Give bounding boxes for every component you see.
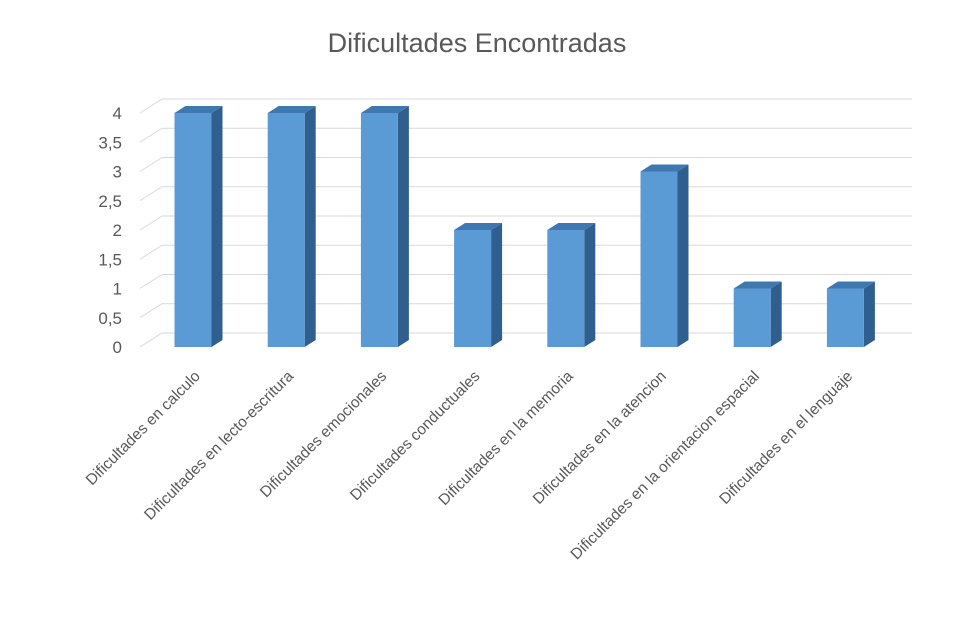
bar	[733, 281, 782, 347]
bar	[826, 281, 875, 347]
bar-side	[770, 281, 782, 347]
bar-top	[360, 106, 409, 113]
gridline	[139, 332, 912, 348]
bar-front	[267, 113, 305, 347]
bar-side	[677, 164, 689, 347]
bar-top	[267, 106, 316, 113]
y-tick-label: 1,5	[98, 250, 122, 269]
gridline	[139, 215, 912, 231]
y-tick-label: 1	[113, 280, 122, 299]
bar-top	[640, 164, 689, 172]
bar	[174, 106, 223, 347]
y-tick-label: 3	[113, 163, 122, 182]
bar-side	[863, 281, 875, 347]
bar-side	[397, 106, 409, 347]
bar-front	[826, 288, 864, 347]
chart-title: Dificultades Encontradas	[327, 28, 627, 58]
bar-side	[491, 223, 503, 347]
gridline	[139, 127, 912, 143]
bar-front	[360, 113, 398, 347]
x-tick-label: Dificultades en la orientacion espacial	[568, 368, 763, 563]
gridline	[139, 186, 912, 202]
bar-side	[211, 106, 223, 347]
gridline	[139, 303, 912, 319]
bar-front	[547, 230, 585, 347]
y-tick-label: 2	[113, 221, 122, 240]
bar-front	[454, 230, 492, 347]
bar-top	[454, 223, 503, 230]
bar-front	[174, 113, 212, 347]
x-tick-label: Dificultades en lecto-escritura	[141, 368, 297, 524]
bar-front	[640, 171, 678, 347]
bar	[360, 106, 409, 347]
bar-top	[547, 223, 596, 230]
bar	[267, 106, 316, 347]
bar-side	[304, 106, 316, 347]
bar-top	[733, 281, 782, 289]
bar-front	[733, 288, 771, 347]
bar	[640, 164, 689, 347]
bar	[454, 223, 503, 347]
gridline	[139, 157, 912, 172]
y-tick-label: 3,5	[98, 133, 122, 152]
bar-side	[584, 223, 596, 347]
y-tick-label: 0	[113, 338, 122, 357]
gridline	[139, 274, 912, 289]
bar-top	[174, 106, 223, 113]
y-tick-label: 0,5	[98, 309, 122, 328]
bar	[547, 223, 596, 347]
bar-top	[826, 281, 875, 289]
y-tick-label: 2,5	[98, 192, 122, 211]
gridline	[139, 244, 912, 260]
gridline	[139, 98, 912, 114]
y-tick-label: 4	[113, 104, 122, 123]
